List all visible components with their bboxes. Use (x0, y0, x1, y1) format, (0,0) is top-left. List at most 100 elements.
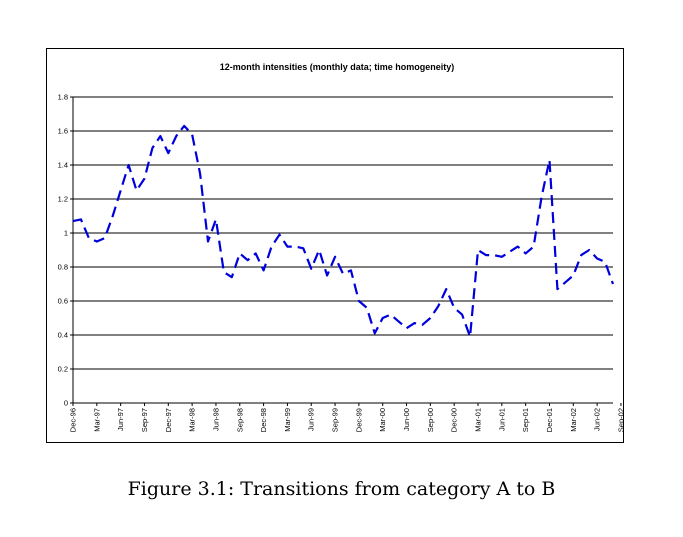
data-point (160, 136, 161, 137)
x-tick-label: Dec-01 (545, 408, 554, 432)
data-point (565, 282, 566, 283)
x-tick-label: Dec-00 (450, 408, 459, 432)
data-point (231, 277, 232, 278)
data-point (287, 246, 288, 247)
data-point (255, 253, 256, 254)
data-point (303, 248, 304, 249)
x-tick-label: Mar-00 (378, 408, 387, 432)
data-point (525, 253, 526, 254)
x-tick-labels: Dec-96 Mar-97 Jun-97 Sep-97 Dec-97 Mar-98 Jun-… (69, 408, 624, 432)
y-tick-label: 1.4 (58, 161, 68, 170)
data-point (557, 289, 558, 290)
gridlines (70, 96, 613, 404)
data-point (207, 241, 208, 242)
data-point (319, 249, 320, 250)
data-point (581, 255, 582, 256)
data-point (271, 246, 272, 247)
chart-title: 12-month intensities (monthly data; time… (220, 62, 455, 72)
x-tick-label: Sep-01 (521, 408, 530, 432)
data-point (96, 241, 97, 242)
data-point (438, 306, 439, 307)
data-point (604, 261, 605, 262)
y-tick-labels: 0 0.2 0.4 0.6 0.8 1 1.2 1.4 1.6 1.8 (58, 93, 68, 408)
data-point (485, 255, 486, 256)
x-tick-label: Mar-97 (92, 408, 101, 432)
data-point (612, 283, 613, 284)
y-tick-label: 0 (64, 399, 68, 408)
data-point (327, 275, 328, 276)
series-line (72, 124, 615, 338)
data-point (152, 147, 153, 148)
data-point (263, 270, 264, 271)
x-tick-label: Mar-99 (283, 408, 292, 432)
x-tick-label: Mar-98 (188, 408, 197, 432)
data-point (398, 321, 399, 322)
data-point (247, 260, 248, 261)
x-tick-label: Jun-01 (497, 408, 506, 431)
y-tick-label: 0.8 (58, 263, 68, 272)
chart-frame: 12-month intensities (monthly data; time… (46, 48, 624, 443)
line-chart: 12-month intensities (monthly data; time… (58, 62, 624, 432)
data-point (509, 251, 510, 252)
data-point (493, 255, 494, 256)
data-point (597, 258, 598, 259)
data-point (454, 307, 455, 308)
data-point (168, 153, 169, 154)
data-point (199, 173, 200, 174)
y-tick-label: 0.2 (58, 365, 68, 374)
x-tick-label: Jun-97 (116, 408, 125, 431)
x-tick-label: Jun-99 (307, 408, 316, 431)
data-point (469, 336, 470, 337)
data-point (184, 125, 185, 126)
data-point (136, 190, 137, 191)
data-point (176, 136, 177, 137)
x-tick-label: Mar-01 (474, 408, 483, 432)
x-tick-label: Dec-97 (164, 408, 173, 432)
y-tick-label: 1.8 (58, 93, 68, 102)
data-point (589, 249, 590, 250)
data-point (374, 333, 375, 334)
x-tick-label: Sep-02 (616, 408, 623, 432)
series-layer (72, 124, 615, 338)
y-tick-label: 1 (64, 229, 68, 238)
x-tick-label: Dec-99 (354, 408, 363, 432)
data-point (541, 197, 542, 198)
data-point (422, 324, 423, 325)
data-point (390, 314, 391, 315)
figure-caption: Figure 3.1: Transitions from category A … (127, 478, 556, 500)
x-tick-label: Jun-00 (402, 408, 411, 431)
data-point (128, 164, 129, 165)
x-tick-label: Dec-96 (69, 408, 78, 432)
data-point (334, 256, 335, 257)
data-point (104, 238, 105, 239)
data-point (342, 273, 343, 274)
data-point (311, 268, 312, 269)
data-point (462, 314, 463, 315)
data-point (295, 246, 296, 247)
data-point (72, 221, 73, 222)
data-point (192, 134, 193, 135)
data-point (120, 190, 121, 191)
data-point (112, 215, 113, 216)
data-point (88, 238, 89, 239)
y-tick-label: 1.2 (58, 195, 68, 204)
x-tick-label: Sep-97 (140, 408, 149, 432)
data-point (382, 317, 383, 318)
x-tick-label: Sep-99 (331, 408, 340, 432)
data-point (215, 219, 216, 220)
data-point (517, 246, 518, 247)
x-tick-label: Jun-02 (593, 408, 602, 431)
data-point (573, 275, 574, 276)
data-point (350, 270, 351, 271)
data-point (446, 289, 447, 290)
axes (72, 97, 622, 406)
data-point (80, 219, 81, 220)
y-tick-label: 1.6 (58, 127, 68, 136)
x-tick-label: Sep-00 (426, 408, 435, 432)
data-point (549, 159, 550, 160)
y-tick-label: 0.6 (58, 297, 68, 306)
data-point (414, 323, 415, 324)
data-point (406, 328, 407, 329)
x-tick-label: Dec-98 (259, 408, 268, 432)
data-point (533, 246, 534, 247)
